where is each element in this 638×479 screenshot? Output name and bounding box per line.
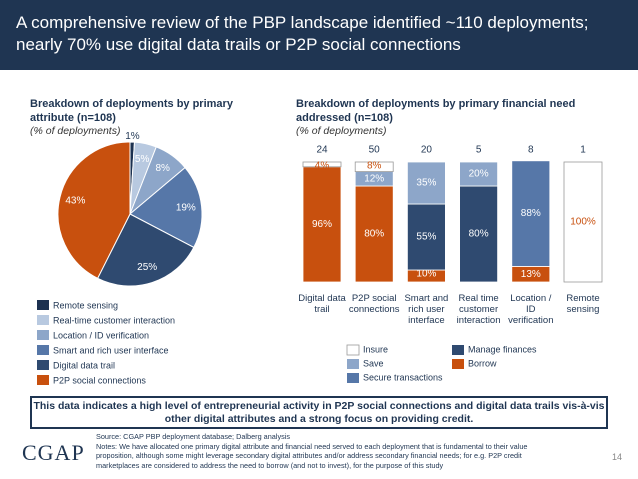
- legend-label: Digital data trail: [53, 360, 115, 370]
- legend-swatch: [37, 360, 49, 370]
- page-number: 14: [612, 452, 623, 462]
- legend-label: Remote sensing: [53, 300, 118, 310]
- slice-label: 25%: [137, 262, 157, 273]
- bar-segment: [459, 161, 499, 187]
- total-label: 8: [528, 145, 534, 156]
- value-label: 80%: [469, 229, 489, 240]
- value-label: 12%: [364, 173, 384, 184]
- legend-swatch: [37, 330, 49, 340]
- value-label: 10%: [416, 269, 436, 280]
- value-label: 35%: [416, 178, 436, 189]
- total-label: 50: [369, 145, 381, 156]
- logo: CGAP: [22, 440, 85, 465]
- legend-swatch: [37, 375, 49, 385]
- value-label: 88%: [521, 208, 541, 219]
- legend-label: Manage finances: [468, 344, 537, 354]
- value-label: 96%: [312, 219, 332, 230]
- legend-swatch: [37, 345, 49, 355]
- bar-segment: [302, 161, 342, 168]
- slice-label: 5%: [135, 154, 150, 165]
- bar-segment: [563, 161, 603, 283]
- value-label: 13%: [521, 269, 541, 280]
- value-label: 20%: [469, 169, 489, 180]
- x-tick-label: Digital data trail: [298, 293, 346, 315]
- callout: This data indicates a high level of entr…: [30, 396, 608, 429]
- pie-slice: [96, 213, 195, 287]
- total-label: 5: [476, 145, 482, 156]
- pie-slice: [57, 141, 131, 279]
- slice-label: 19%: [176, 203, 196, 214]
- legend-label: Secure transactions: [363, 372, 443, 382]
- value-label: 8%: [367, 161, 382, 172]
- x-tick-label: Real time customer interaction: [456, 293, 501, 326]
- total-label: 20: [421, 145, 433, 156]
- bar-segment: [459, 185, 499, 283]
- bar-segment: [302, 166, 342, 283]
- value-label: 55%: [416, 232, 436, 243]
- legend-swatch: [37, 300, 49, 310]
- chart-title: Breakdown of deployments by primary attr…: [30, 98, 233, 124]
- legend-label: Borrow: [468, 358, 497, 368]
- slice-label: 1%: [125, 131, 140, 142]
- bar-segment: [406, 203, 446, 271]
- value-label: 4%: [315, 161, 330, 172]
- legend-label: P2P social connections: [53, 375, 146, 385]
- notes: Notes: We have allocated one primary dig…: [96, 441, 528, 470]
- source: Source: CGAP PBP deployment database; Da…: [96, 432, 291, 441]
- bar-header: Breakdown of deployments by primary fina…: [296, 97, 616, 137]
- legend-swatch: [347, 373, 359, 383]
- pie-header: Breakdown of deployments by primary attr…: [30, 97, 270, 137]
- bar-segment: [511, 160, 551, 267]
- chart-subtitle: (% of deployments): [30, 125, 121, 137]
- chart-subtitle: (% of deployments): [296, 125, 387, 137]
- bar-segment: [354, 185, 394, 283]
- legend-label: Location / ID verification: [53, 330, 149, 340]
- legend-label: Smart and rich user interface: [53, 345, 169, 355]
- pie-slice: [129, 166, 203, 249]
- legend-swatch: [346, 344, 360, 356]
- legend-label: Save: [363, 358, 384, 368]
- slide-title: A comprehensive review of the PBP landsc…: [0, 0, 638, 70]
- legend-swatch: [452, 359, 464, 369]
- legend-label: Insure: [363, 344, 388, 354]
- legend-label: Real-time customer interaction: [53, 315, 175, 325]
- legend-swatch: [347, 359, 359, 369]
- value-label: 80%: [364, 229, 384, 240]
- bar-segment: [354, 161, 394, 172]
- bar-segment: [406, 161, 446, 205]
- source-notes: Source: CGAP PBP deployment database; Da…: [96, 432, 566, 470]
- slice-label: 43%: [65, 196, 85, 207]
- x-tick-label: Location / ID verification: [508, 293, 554, 326]
- chart-title: Breakdown of deployments by primary fina…: [296, 98, 576, 124]
- legend-swatch: [37, 315, 49, 325]
- slice-label: 8%: [156, 163, 171, 174]
- x-tick-label: Remote sensing: [566, 293, 600, 315]
- total-label: 1: [580, 145, 586, 156]
- x-tick-label: P2P social connections: [348, 293, 400, 315]
- total-label: 24: [316, 145, 328, 156]
- legend-swatch: [452, 345, 464, 355]
- x-tick-label: Smart and rich user interface: [404, 293, 449, 326]
- value-label: 100%: [570, 217, 596, 228]
